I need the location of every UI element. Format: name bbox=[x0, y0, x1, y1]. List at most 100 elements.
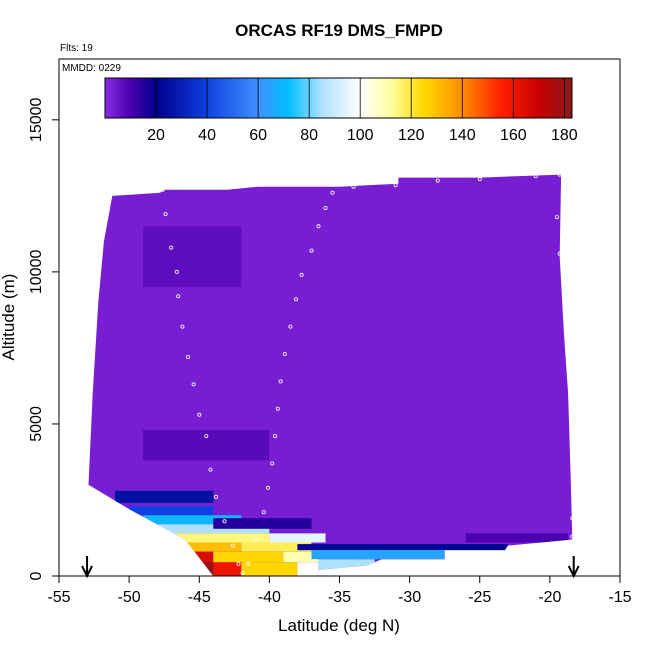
date-annotation: MMDD: 0229 bbox=[62, 63, 121, 74]
colorbar-segment bbox=[342, 78, 346, 118]
colorbar-segment bbox=[434, 78, 438, 118]
colorbar-segment bbox=[393, 78, 397, 118]
y-tick-label: 15000 bbox=[28, 97, 45, 142]
track-point bbox=[265, 485, 270, 490]
field-band bbox=[143, 515, 242, 525]
field-band bbox=[269, 533, 326, 543]
track-point bbox=[278, 379, 283, 384]
track-point bbox=[222, 519, 227, 524]
colorbar-tick-label: 20 bbox=[147, 127, 165, 144]
colorbar-segment bbox=[454, 78, 458, 118]
track-point bbox=[204, 434, 209, 439]
track-point bbox=[571, 488, 576, 493]
colorbar-segment bbox=[543, 78, 547, 118]
colorbar-segment bbox=[156, 78, 160, 118]
colorbar-segment bbox=[250, 78, 254, 118]
y-tick-label: 10000 bbox=[28, 250, 45, 295]
colorbar-segment bbox=[110, 78, 114, 118]
colorbar-segment bbox=[273, 78, 277, 118]
colorbar-segment bbox=[518, 78, 522, 118]
colorbar-segment bbox=[370, 78, 374, 118]
colorbar-segment bbox=[510, 78, 514, 118]
colorbar-segment bbox=[388, 78, 392, 118]
colorbar-segment bbox=[255, 78, 259, 118]
marker-arrow-head bbox=[81, 565, 93, 579]
colorbar-segment bbox=[291, 78, 295, 118]
track-point bbox=[253, 537, 258, 542]
colorbar-segment bbox=[332, 78, 336, 118]
colorbar-segment bbox=[176, 78, 180, 118]
colorbar-segment bbox=[541, 78, 545, 118]
colorbar-segment bbox=[441, 78, 445, 118]
colorbar-segment bbox=[355, 78, 359, 118]
x-tick-label: -25 bbox=[468, 589, 491, 606]
colorbar-segment bbox=[569, 78, 573, 118]
colorbar-segment bbox=[105, 78, 109, 118]
colorbar-segment bbox=[477, 78, 481, 118]
track-point bbox=[176, 294, 181, 299]
colorbar-segment bbox=[298, 78, 302, 118]
colorbar-segment bbox=[556, 78, 560, 118]
colorbar-segment bbox=[232, 78, 236, 118]
track-point bbox=[169, 245, 174, 250]
colorbar-segment bbox=[196, 78, 200, 118]
colorbar-segment bbox=[357, 78, 361, 118]
colorbar-segment bbox=[212, 78, 216, 118]
track-point bbox=[208, 467, 213, 472]
track-point bbox=[270, 461, 275, 466]
colorbar-segment bbox=[166, 78, 170, 118]
colorbar-segment bbox=[505, 78, 509, 118]
field-band bbox=[115, 490, 214, 503]
colorbar-segment bbox=[309, 78, 313, 118]
colorbar-segment bbox=[446, 78, 451, 118]
colorbar-segment bbox=[127, 78, 132, 118]
y-tick-label: 0 bbox=[28, 571, 45, 580]
colorbar-segment bbox=[260, 78, 264, 118]
track-point bbox=[191, 382, 196, 387]
colorbar-segment bbox=[293, 78, 297, 118]
track-point bbox=[570, 534, 575, 539]
colorbar-segment bbox=[171, 78, 175, 118]
y-axis-label: Altitude (m) bbox=[0, 274, 18, 361]
colorbar-segment bbox=[173, 78, 177, 118]
field-band bbox=[297, 562, 319, 576]
colorbar-segment bbox=[497, 78, 502, 118]
colorbar-segment bbox=[168, 78, 172, 118]
colorbar-segment bbox=[526, 78, 530, 118]
track-point bbox=[309, 248, 314, 253]
colorbar-segment bbox=[184, 78, 188, 118]
track-point bbox=[236, 561, 241, 566]
colorbar-segment bbox=[324, 78, 328, 118]
colorbar-segment bbox=[464, 78, 468, 118]
colorbar-segment bbox=[194, 78, 198, 118]
track-point bbox=[299, 272, 304, 277]
colorbar-segment bbox=[421, 78, 425, 118]
field-band bbox=[178, 542, 242, 552]
colorbar-segment bbox=[247, 78, 251, 118]
colorbar-segment bbox=[189, 78, 193, 118]
colorbar: 20 40 60 80 100 120 140 160 180 bbox=[104, 77, 578, 144]
track-point bbox=[568, 397, 573, 402]
field-band bbox=[129, 506, 214, 516]
colorbar-tick-label: 100 bbox=[347, 127, 374, 144]
colorbar-tick-label: 120 bbox=[398, 127, 425, 144]
colorbar-segment bbox=[316, 78, 320, 118]
field-band bbox=[143, 226, 242, 288]
colorbar-segment bbox=[401, 78, 405, 118]
colorbar-segment bbox=[181, 78, 185, 118]
colorbar-segment bbox=[122, 78, 126, 118]
colorbar-segment bbox=[390, 78, 394, 118]
colorbar-segment bbox=[531, 78, 535, 118]
colorbar-segment bbox=[520, 78, 525, 118]
field-band bbox=[465, 533, 569, 543]
colorbar-segment bbox=[179, 78, 183, 118]
x-axis-label: Latitude (deg N) bbox=[278, 616, 400, 635]
colorbar-segment bbox=[449, 78, 453, 118]
colorbar-segment bbox=[439, 78, 443, 118]
colorbar-segment bbox=[135, 78, 139, 118]
colorbar-segment bbox=[344, 78, 348, 118]
field-band bbox=[213, 551, 284, 563]
colorbar-segment bbox=[536, 78, 540, 118]
colorbar-segment bbox=[199, 78, 203, 118]
field-band bbox=[171, 533, 270, 543]
